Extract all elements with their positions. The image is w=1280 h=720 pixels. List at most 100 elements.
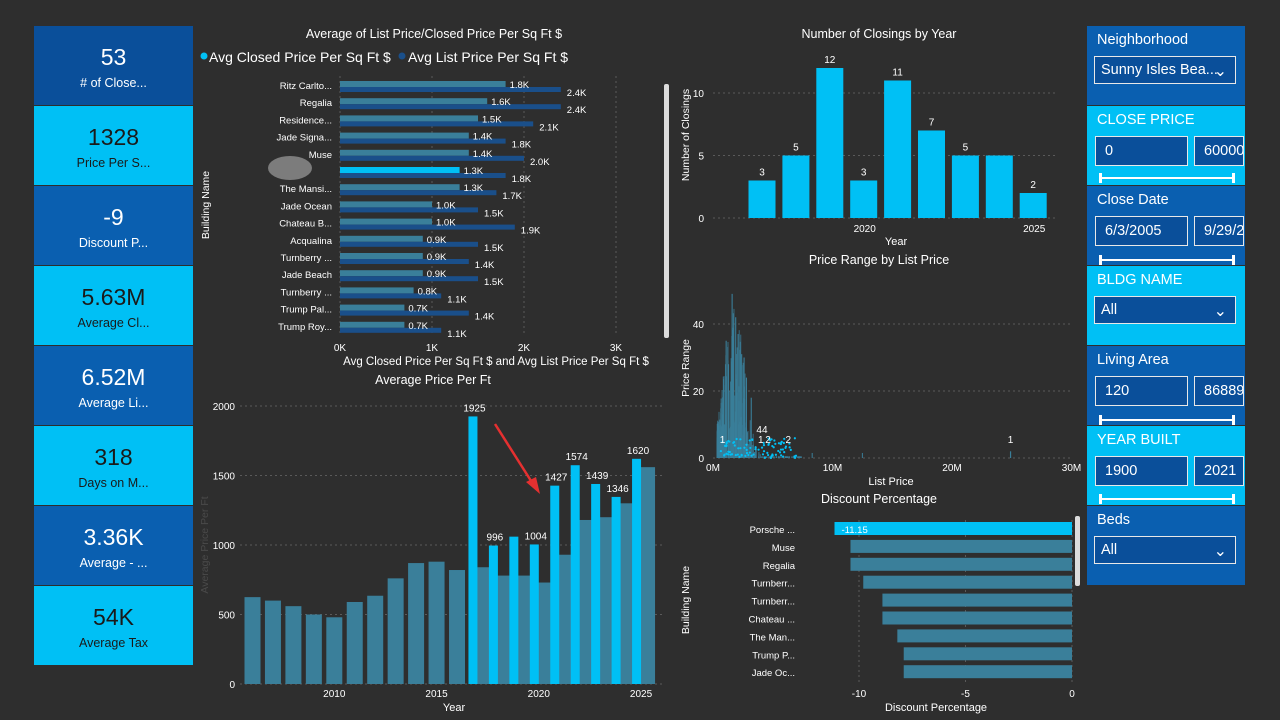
data-label: 7 (929, 118, 935, 129)
price-range-chart[interactable]: Price Range by List Price Price Range Li… (680, 253, 1081, 488)
data-label: 1574 (566, 452, 589, 463)
bar-muted (387, 578, 404, 684)
y-tick-label: 40 (693, 320, 705, 331)
beds-dropdown[interactable]: All ⌄ (1094, 536, 1236, 564)
bar (882, 593, 1072, 607)
y-tick-label: 0 (698, 454, 704, 465)
kpi-closings-card[interactable]: 53 # of Close... (34, 26, 193, 105)
data-point (767, 443, 770, 446)
data-label: 1 (758, 435, 764, 446)
legend-marker-list (398, 52, 406, 60)
data-point (740, 453, 743, 456)
bar-muted (264, 600, 281, 684)
kpi-value: 5.63M (81, 284, 146, 310)
data-point (793, 455, 796, 458)
bar-closed (340, 253, 423, 259)
living-area-max-input[interactable]: 86889 (1194, 376, 1244, 406)
range-slider-max-handle[interactable] (1232, 173, 1235, 183)
year-built-min-input[interactable]: 1900 (1095, 456, 1188, 486)
y-axis-title: Average Price Per Ft (199, 496, 211, 593)
chart-scrollbar[interactable] (664, 84, 669, 338)
range-slider-track[interactable] (1099, 259, 1235, 261)
data-point (728, 450, 731, 454)
range-slider-min-handle[interactable] (1099, 255, 1102, 265)
slicer-title: YEAR BUILT (1097, 432, 1181, 448)
data-label: 5 (793, 143, 799, 154)
living-area-min-input[interactable]: 120 (1095, 376, 1188, 406)
bar-list (340, 138, 506, 144)
neighborhood-slicer: Neighborhood Sunny Isles Bea... ⌄ (1087, 26, 1245, 105)
data-label: 3 (759, 168, 765, 179)
category-label: Trump Pal... (281, 305, 332, 316)
data-point (757, 448, 760, 451)
bldg-name-dropdown[interactable]: All ⌄ (1094, 296, 1236, 324)
range-slider-track[interactable] (1099, 419, 1235, 421)
x-tick-label: 1K (426, 343, 439, 354)
bar-closed (340, 115, 478, 122)
close-price-max-input[interactable]: 60000 (1194, 136, 1244, 166)
data-point (725, 441, 728, 444)
close-price-min-input[interactable]: 0 (1095, 136, 1188, 166)
kpi-label: Price Per S... (76, 156, 151, 170)
range-slider-min-handle[interactable] (1099, 494, 1102, 504)
data-point (739, 447, 742, 450)
data-label: 1620 (627, 446, 650, 457)
bar-list (340, 327, 442, 333)
neighborhood-dropdown[interactable]: Sunny Isles Bea... ⌄ (1094, 56, 1236, 84)
list-closed-price-chart[interactable]: Average of List Price/Closed Price Per S… (200, 27, 669, 368)
bar-muted (449, 570, 465, 684)
bar-muted (285, 606, 302, 684)
bar (863, 575, 1072, 589)
closings-by-year-chart[interactable]: Number of Closings by Year Number of Clo… (680, 27, 1058, 248)
kpi-average-close-card[interactable]: 5.63M Average Cl... (34, 266, 193, 345)
kpi-average-card[interactable]: 3.36K Average - ... (34, 506, 193, 585)
bar-bright (570, 465, 580, 684)
data-label-list: 1.1K (447, 294, 467, 305)
discount-percentage-chart[interactable]: Discount Percentage Building Name Discou… (680, 492, 1080, 714)
bar-closed (340, 270, 423, 277)
range-slider-min-handle[interactable] (1099, 173, 1102, 183)
kpi-days-on-market-card[interactable]: 318 Days on M... (34, 426, 193, 505)
y-tick-label: 5 (698, 152, 704, 163)
kpi-price-per-sqft-card[interactable]: 1328 Price Per S... (34, 106, 193, 185)
data-label: 1439 (586, 471, 609, 482)
data-point (779, 442, 782, 446)
range-slider-max-handle[interactable] (1232, 415, 1235, 425)
chart-scrollbar[interactable] (1075, 516, 1080, 586)
range-slider-max-handle[interactable] (1232, 255, 1235, 265)
data-point (754, 448, 757, 451)
bar-closed (340, 321, 405, 328)
kpi-discount-card[interactable]: -9 Discount P... (34, 186, 193, 265)
range-slider-track[interactable] (1099, 498, 1235, 500)
range-slider-max-handle[interactable] (1232, 494, 1235, 504)
data-point (789, 448, 792, 451)
kpi-average-tax-card[interactable]: 54K Average Tax (34, 586, 193, 665)
category-label: Muse (772, 543, 795, 554)
slicer-title: BLDG NAME (1097, 272, 1183, 288)
kpi-average-list-card[interactable]: 6.52M Average Li... (34, 346, 193, 425)
average-price-per-ft-chart[interactable]: Average Price Per Ft Average Price Per F… (199, 373, 662, 714)
data-label-closed: 0.9K (427, 235, 447, 246)
data-label-closed: 0.8K (418, 286, 438, 297)
data-label-list: 1.5K (484, 277, 504, 288)
close-date-start-input[interactable]: 6/3/2005 (1095, 216, 1188, 246)
y-axis-title: Price Range (680, 339, 692, 397)
data-point (780, 440, 783, 443)
x-tick-label: 2020 (528, 689, 551, 700)
y-axis-title: Number of Closings (680, 89, 692, 181)
bar (850, 180, 878, 218)
year-built-slicer: YEAR BUILT 1900 2021 (1087, 426, 1245, 505)
data-point (751, 438, 754, 441)
bar-closed (340, 167, 460, 173)
kpi-value: 318 (94, 444, 133, 470)
range-slider-track[interactable] (1099, 177, 1235, 179)
data-point (752, 453, 755, 456)
data-label-list: 1.8K (512, 174, 532, 185)
range-slider-min-handle[interactable] (1099, 415, 1102, 425)
year-built-max-input[interactable]: 2021 (1194, 456, 1244, 486)
kpi-label: Days on M... (78, 476, 149, 490)
close-date-end-input[interactable]: 9/29/2 (1194, 216, 1244, 246)
bar-muted (408, 563, 425, 684)
data-label: 11 (892, 68, 903, 79)
bar-list (340, 241, 478, 247)
